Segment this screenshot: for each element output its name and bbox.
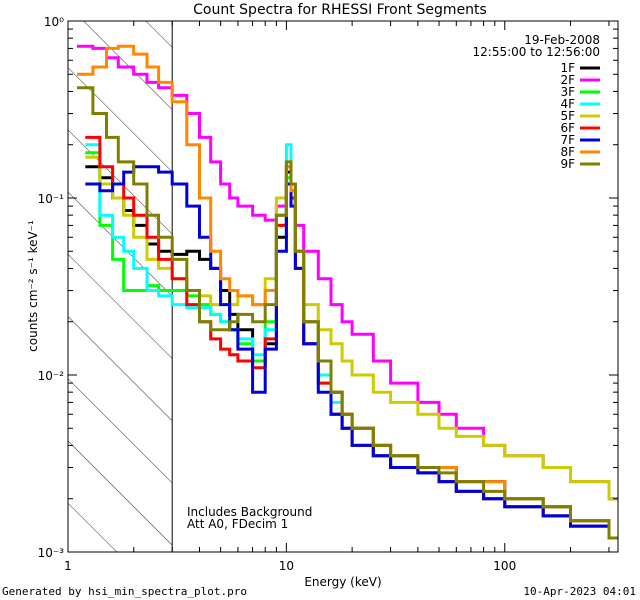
chart-title: Count Spectra for RHESSI Front Segments — [193, 2, 487, 18]
legend-label-5F: 5F — [560, 109, 575, 123]
y-tick-label: 10⁻² — [38, 369, 65, 383]
legend-label-4F: 4F — [560, 97, 575, 111]
footer-generated-by: Generated by hsi_min_spectra_plot.pro — [2, 585, 248, 598]
plot-frame — [67, 20, 619, 553]
legend-label-9F: 9F — [560, 157, 575, 171]
x-axis-label: Energy (keV) — [304, 575, 381, 589]
legend-label-1F: 1F — [560, 61, 575, 75]
footer-timestamp: 10-Apr-2023 04:01 — [523, 585, 636, 598]
legend-label-8F: 8F — [560, 145, 575, 159]
y-tick-label: 10⁻¹ — [38, 192, 65, 206]
x-tick-label: 1 — [64, 559, 72, 573]
y-tick-label: 10⁻³ — [38, 546, 65, 560]
legend-label-3F: 3F — [560, 85, 575, 99]
y-tick-label: 10⁰ — [44, 15, 64, 29]
legend-label-6F: 6F — [560, 121, 575, 135]
x-tick-label: 100 — [493, 559, 516, 573]
date-label: 19-Feb-2008 — [524, 33, 600, 47]
series-layer — [77, 44, 618, 540]
series-line-9F — [77, 86, 618, 540]
time-range-label: 12:55:00 to 12:56:00 — [473, 45, 600, 59]
y-axis-label: counts cm⁻² s⁻¹ keV⁻¹ — [26, 220, 40, 352]
annotation-attenuator: Att A0, FDecim 1 — [187, 517, 288, 531]
annotation-background: Includes Background — [187, 505, 312, 519]
legend-label-2F: 2F — [560, 73, 575, 87]
legend-label-7F: 7F — [560, 133, 575, 147]
x-tick-label: 10 — [279, 559, 294, 573]
axis-ticks: 1 10 100 10⁻³ 10⁻² 10⁻¹ 10⁰ — [38, 15, 618, 573]
